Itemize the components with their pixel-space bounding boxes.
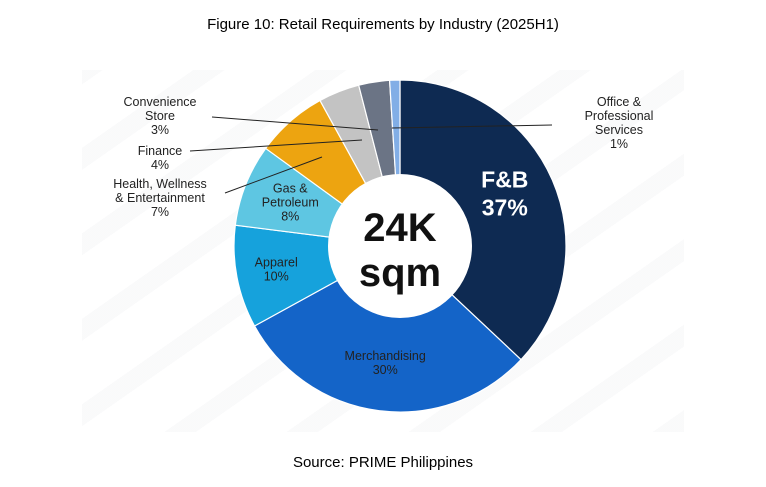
center-label-line-2: sqm (359, 251, 441, 295)
leader-line-convenience-store (211, 116, 379, 131)
slice-label-merchandising: Merchandising (345, 349, 426, 363)
figure-source: Source: PRIME Philippines (292, 454, 474, 471)
slice-pct-apparel: 10% (264, 270, 289, 284)
slice-label-convenience-store: Store (145, 109, 175, 123)
center-label-line-1: 24K (363, 206, 436, 250)
slice-pct-finance: 4% (151, 158, 169, 172)
slice-label-office-and-professional-services: Professional (585, 109, 654, 123)
chart-panel: F&B 37% Merchandising 30% Apparel 10% Gas & Pet… (82, 70, 684, 432)
slice-label-convenience-store: Convenience (124, 95, 197, 109)
slice-pct-office-and-professional-services: 1% (610, 137, 628, 151)
figure-title: Figure 10: Retail Requirements by Indust… (207, 16, 559, 33)
leader-line-finance (189, 139, 363, 152)
slice-label-gas-and-petroleum: Petroleum (262, 196, 319, 210)
leader-line-health-wellness-and-entertainment (224, 156, 323, 194)
slice-label-finance: Finance (138, 144, 183, 158)
leader-line-office-and-professional-services (391, 124, 553, 129)
donut-hole (328, 174, 472, 318)
slice-pct-merchandising: 30% (373, 363, 398, 377)
slice-label-fandb: F&B (481, 167, 528, 193)
slice-label-office-and-professional-services: Services (595, 123, 643, 137)
slice-pct-health-wellness-and-entertainment: 7% (151, 205, 169, 219)
slice-label-office-and-professional-services: Office & (597, 95, 642, 109)
slice-merchandising (253, 245, 522, 413)
slice-pct-convenience-store: 3% (151, 123, 169, 137)
slice-label-apparel: Apparel (255, 256, 298, 270)
slice-label-gas-and-petroleum: Gas & (273, 182, 308, 196)
slice-pct-fandb: 37% (482, 195, 528, 221)
slice-label-health-wellness-and-entertainment: & Entertainment (115, 191, 205, 205)
leader-lines-group (189, 116, 553, 194)
slice-fandb (399, 79, 567, 361)
slice-label-health-wellness-and-entertainment: Health, Wellness (113, 177, 207, 191)
slice-pct-gas-and-petroleum: 8% (281, 210, 299, 224)
